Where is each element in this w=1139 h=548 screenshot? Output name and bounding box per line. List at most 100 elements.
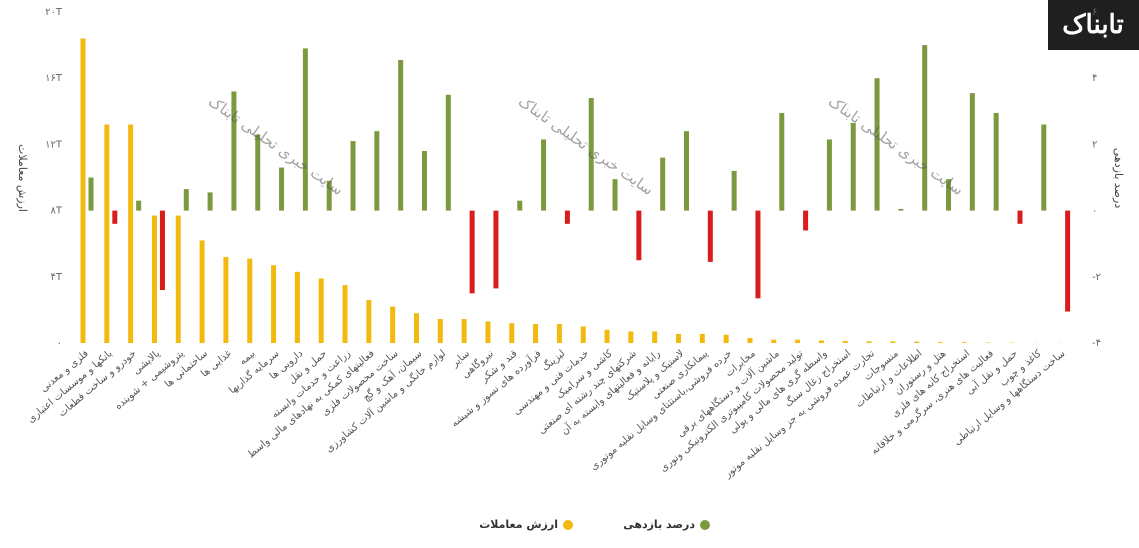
- bar: [803, 210, 809, 231]
- bar: [366, 299, 372, 343]
- legend-marker: [700, 520, 710, 530]
- bar: [564, 210, 570, 224]
- bar: [580, 326, 586, 343]
- bar: [914, 341, 920, 343]
- bar: [961, 342, 967, 343]
- bar: [604, 329, 610, 343]
- bar: [136, 200, 142, 211]
- y-axis-title: ارزش معاملات: [16, 144, 29, 212]
- y-tick-label: ۴T: [51, 272, 63, 283]
- watermark: سایت خبری تحلیلی تابناک: [515, 92, 657, 199]
- bar: [556, 323, 562, 343]
- bar: [493, 210, 499, 289]
- y-tick-label: ۱۶T: [45, 73, 63, 84]
- bar: [922, 45, 928, 211]
- y2-tick-label: -۲: [1092, 272, 1101, 283]
- bar: [723, 334, 729, 343]
- bar: [207, 192, 213, 211]
- bar: [874, 78, 880, 211]
- bar: [469, 210, 475, 294]
- bar: [771, 339, 777, 343]
- bar: [993, 112, 999, 211]
- bar: [445, 94, 451, 211]
- watermark: سایت خبری تحلیلی تابناک: [205, 92, 347, 199]
- bar: [231, 91, 237, 211]
- bar: [866, 341, 872, 343]
- bar: [1017, 210, 1023, 224]
- bar: [421, 151, 427, 211]
- y-tick-label: ۸T: [51, 206, 63, 217]
- legend-label: ارزش معاملات: [479, 518, 558, 531]
- legend-label: درصد بازدهی: [623, 518, 695, 531]
- bar: [636, 210, 642, 261]
- bar: [747, 338, 753, 343]
- bar: [533, 323, 539, 343]
- bar: [485, 321, 491, 343]
- bar: [104, 124, 110, 343]
- bar: [326, 180, 332, 211]
- bar: [676, 333, 681, 343]
- y2-tick-label: ۰: [1092, 206, 1097, 217]
- y2-tick-label: -۴: [1092, 338, 1101, 349]
- bar: [128, 124, 134, 343]
- bar: [898, 208, 904, 211]
- bar: [517, 200, 523, 211]
- bar: [628, 331, 634, 343]
- bar: [779, 112, 785, 211]
- bar: [684, 131, 689, 211]
- bar: [199, 240, 205, 343]
- bar: [850, 122, 856, 211]
- bar: [112, 210, 118, 224]
- logo: تابناک: [1062, 10, 1123, 40]
- bar: [390, 306, 396, 343]
- bar: [247, 258, 253, 343]
- bar: [842, 341, 848, 343]
- bar: [612, 179, 618, 211]
- y-tick-label: ۱۲T: [45, 139, 63, 150]
- bar: [660, 157, 666, 211]
- bar: [969, 93, 975, 211]
- bar: [652, 331, 658, 343]
- legend-marker: [563, 520, 573, 530]
- bar: [151, 215, 157, 343]
- bar: [342, 285, 348, 343]
- bar: [1065, 210, 1071, 312]
- bar: [818, 340, 824, 343]
- y-tick-label: ۰: [57, 338, 62, 349]
- watermark: سایت خبری تحلیلی تابناک: [825, 92, 967, 199]
- bar: [223, 256, 229, 343]
- bar: [938, 342, 944, 343]
- y2-axis-title: درصد بازدهی: [1112, 148, 1125, 209]
- bar: [461, 319, 467, 343]
- bar: [318, 278, 324, 343]
- bar: [588, 98, 594, 211]
- bar: [80, 38, 86, 343]
- bar: [1041, 124, 1047, 211]
- bar: [795, 339, 801, 343]
- bar: [279, 167, 285, 211]
- bar: [890, 341, 896, 343]
- bar: [271, 265, 277, 343]
- bar: [707, 210, 713, 262]
- y2-tick-label: ۴: [1092, 73, 1097, 84]
- bar: [398, 59, 404, 211]
- bar: [413, 313, 419, 343]
- bar: [374, 131, 380, 211]
- bar: [175, 215, 181, 343]
- y2-tick-label: ۶: [1092, 7, 1097, 18]
- bar: [731, 170, 737, 211]
- bar: [294, 271, 300, 343]
- bar: [88, 177, 94, 211]
- bar: [946, 179, 952, 211]
- bar: [755, 210, 761, 299]
- y2-tick-label: ۲: [1092, 139, 1097, 150]
- bar: [255, 134, 261, 211]
- logo-box: [1048, 0, 1139, 50]
- bar: [541, 139, 547, 211]
- bar: [302, 48, 308, 211]
- bar: [826, 139, 832, 211]
- bar: [509, 323, 515, 343]
- bar: [699, 333, 705, 343]
- bar: [159, 210, 165, 291]
